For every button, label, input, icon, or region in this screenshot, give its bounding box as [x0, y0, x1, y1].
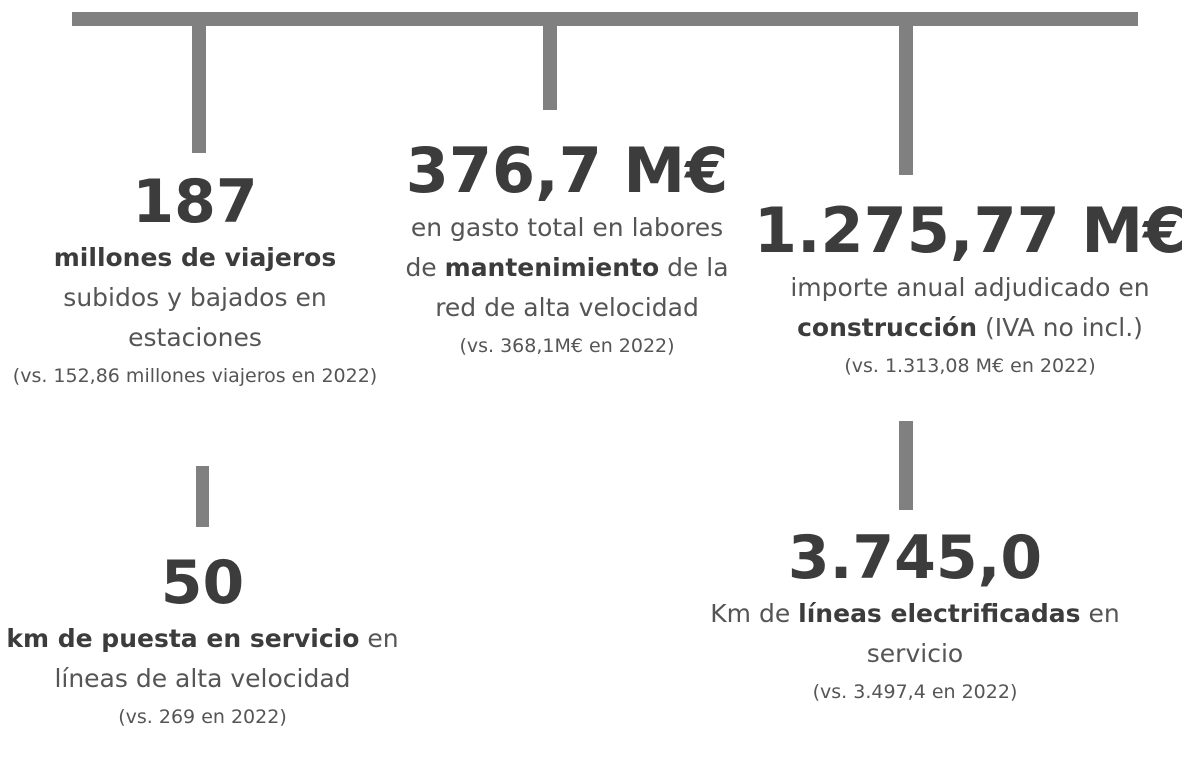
stat-comparison: (vs. 3.497,4 en 2022) — [812, 681, 1018, 703]
stat: 50 km de puesta en servicio en líneas de … — [5, 553, 400, 736]
stat: 3.745,0 Km de líneas electrificadas en se… — [660, 528, 1170, 711]
description-text: importe anual adjudicado en — [790, 273, 1150, 302]
stat: 376,7 M€ en gasto total en labores de man… — [397, 140, 737, 365]
stat: 187 millones de viajeros subidos y bajado… — [10, 172, 380, 395]
stat-description: Km de líneas electrificadas en servicio — [660, 594, 1170, 674]
description-text: Km de — [710, 599, 791, 628]
stem — [192, 26, 206, 153]
stat-number: 3.745,0 — [787, 523, 1043, 593]
description-text: construcción — [797, 313, 978, 342]
stat-description: millones de viajeros subidos y bajados e… — [10, 238, 380, 358]
stat-description: importe anual adjudicado en construcción… — [750, 268, 1190, 348]
stat-comparison: (vs. 152,86 millones viajeros en 2022) — [12, 365, 378, 387]
stat-comparison: (vs. 269 en 2022) — [118, 706, 287, 728]
description-text: de la red de alta velocidad — [435, 253, 729, 322]
description-text: millones de viajeros — [53, 243, 337, 272]
stem — [543, 26, 557, 110]
stem — [899, 26, 913, 175]
description-text: en gasto total en labores de — [405, 213, 724, 282]
description-text: líneas electrificadas — [798, 599, 1081, 628]
description-text: en líneas de alta velocidad — [54, 624, 399, 693]
stat-description: en gasto total en labores de mantenimien… — [397, 208, 737, 328]
stat-comparison: (vs. 1.313,08 M€ en 2022) — [844, 355, 1096, 377]
description-text: (IVA no incl.) — [984, 313, 1143, 342]
top-bar — [72, 12, 1138, 26]
stat-number: 376,7 M€ — [405, 134, 729, 207]
stat-number: 1.275,77 M€ — [753, 194, 1187, 267]
stat-number: 187 — [132, 167, 258, 237]
description-text: km de puesta en servicio — [6, 624, 360, 653]
stem — [196, 466, 209, 527]
stat: 1.275,77 M€ importe anual adjudicado en c… — [750, 200, 1190, 385]
description-text: subidos y bajados en estaciones — [63, 283, 327, 352]
description-text: en servicio — [866, 599, 1120, 668]
description-text: mantenimiento — [444, 253, 660, 282]
stat-comparison: (vs. 368,1M€ en 2022) — [459, 335, 675, 357]
stat-number: 50 — [160, 548, 245, 618]
stat-description: km de puesta en servicio en líneas de al… — [5, 619, 400, 699]
stem — [899, 421, 913, 510]
